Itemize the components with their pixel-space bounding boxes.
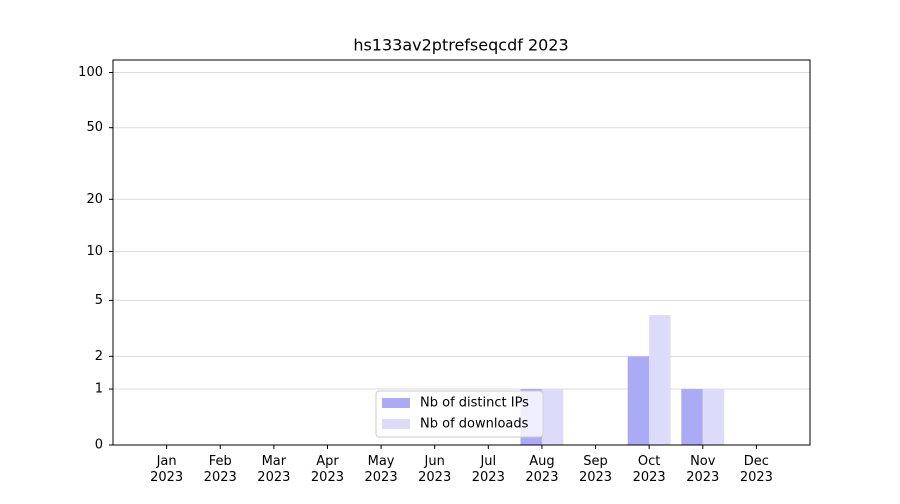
x-tick-label: Mar 2023 (257, 454, 290, 485)
x-tick-line: Aug (529, 454, 554, 469)
y-tick-label: 0 (95, 438, 103, 453)
x-tick-line: 2023 (579, 470, 612, 485)
bar (541, 389, 564, 445)
x-tick-line: Jul (479, 454, 496, 469)
y-tick-label: 10 (86, 244, 103, 259)
y-tick-label: 50 (86, 120, 103, 135)
x-tick-line: Apr (316, 454, 339, 469)
chart-title: hs133av2ptrefseqcdf 2023 (353, 36, 568, 55)
bar (627, 356, 650, 445)
y-tick-label: 2 (95, 349, 103, 364)
y-tick-label: 20 (86, 192, 103, 207)
x-tick-line: 2023 (257, 470, 290, 485)
x-tick-line: Feb (209, 454, 232, 469)
x-tick-label: Jan 2023 (150, 454, 183, 485)
y-tick-label: 1 (95, 382, 103, 397)
y-tick-label: 5 (95, 293, 103, 308)
x-tick-line: 2023 (633, 470, 666, 485)
bar (649, 315, 671, 445)
legend-swatch (382, 398, 410, 408)
x-tick-label: Oct 2023 (633, 454, 666, 485)
x-tick-line: Jan (156, 454, 177, 469)
x-tick-line: 2023 (472, 470, 505, 485)
legend-swatch (382, 419, 410, 429)
x-tick-line: May (368, 454, 395, 469)
x-tick-label: Jul 2023 (472, 454, 505, 485)
x-tick-line: Jun (424, 454, 445, 469)
x-tick-label: May 2023 (365, 454, 398, 485)
x-tick-line: 2023 (418, 470, 451, 485)
bar (681, 389, 703, 445)
bar (702, 389, 725, 445)
x-tick-label: Sep 2023 (579, 454, 612, 485)
x-tick-line: Nov (690, 454, 716, 469)
x-tick-line: 2023 (204, 470, 237, 485)
y-tick-label: 100 (78, 65, 103, 80)
legend-box (375, 390, 544, 438)
x-tick-line: Oct (638, 454, 660, 469)
x-tick-label: Apr 2023 (311, 454, 344, 485)
x-tick-line: Sep (583, 454, 608, 469)
x-tick-label: Jun 2023 (418, 454, 451, 485)
x-tick-label: Aug 2023 (525, 454, 558, 485)
x-tick-line: 2023 (525, 470, 558, 485)
x-tick-label: Dec 2023 (740, 454, 773, 485)
x-tick-line: Dec (744, 454, 769, 469)
x-tick-line: 2023 (150, 470, 183, 485)
x-tick-label: Nov 2023 (686, 454, 719, 485)
x-tick-line: 2023 (311, 470, 344, 485)
x-tick-label: Feb 2023 (204, 454, 237, 485)
x-tick-line: 2023 (740, 470, 773, 485)
legend-label: Nb of distinct IPs (420, 396, 529, 411)
plot-frame (112, 59, 811, 446)
x-tick-line: Mar (262, 454, 287, 469)
x-tick-line: 2023 (365, 470, 398, 485)
x-tick-line: 2023 (686, 470, 719, 485)
legend-label: Nb of downloads (420, 417, 529, 432)
